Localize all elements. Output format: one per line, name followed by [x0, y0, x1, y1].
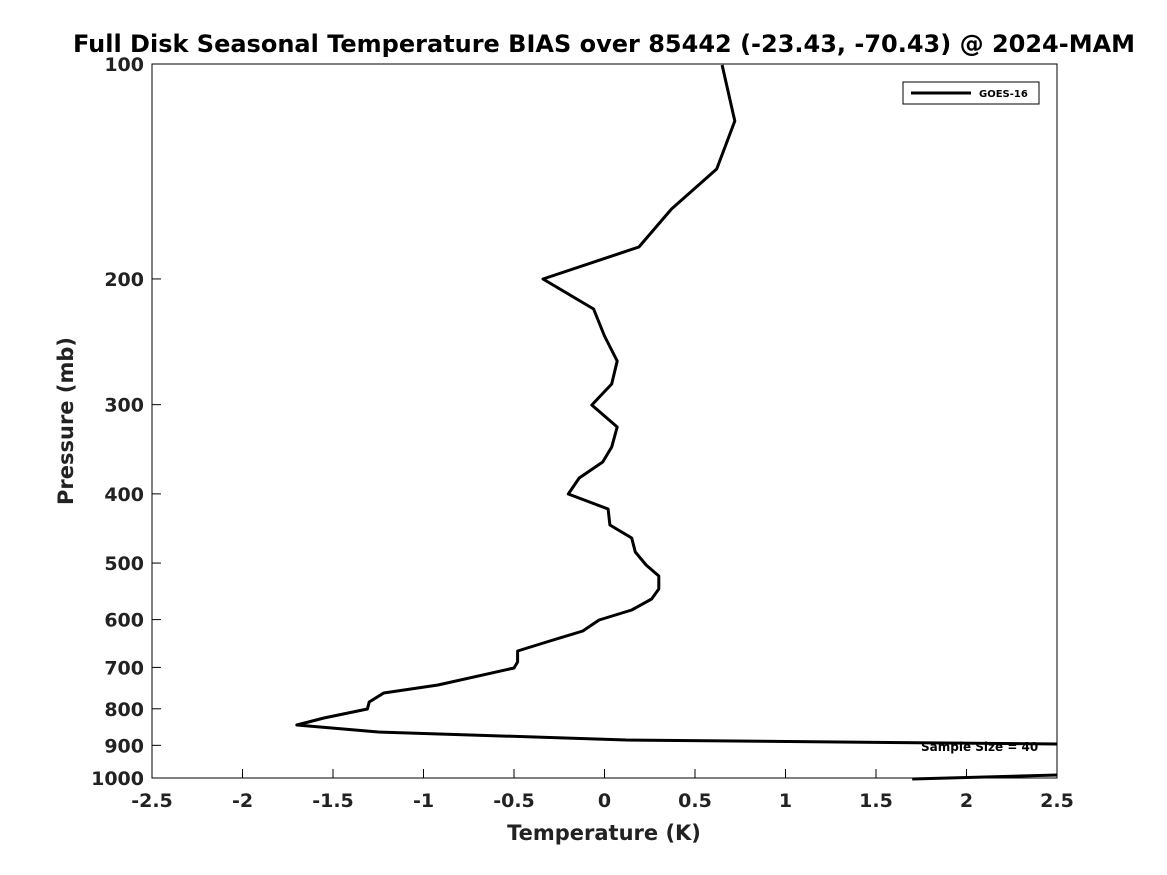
- legend-label-goes-16: GOES-16: [979, 89, 1028, 100]
- x-tick-label: -2: [232, 790, 253, 812]
- plot-frame: [151, 63, 1058, 779]
- x-tick-label: 2.5: [1040, 790, 1074, 812]
- y-tick-label: 600: [104, 610, 144, 632]
- series-group: [295, 64, 1058, 781]
- y-tick-label: 800: [104, 699, 144, 721]
- series-line-goes-16: [295, 64, 1058, 746]
- x-tick-label: -1.5: [312, 790, 354, 812]
- chart-title: Full Disk Seasonal Temperature BIAS over…: [73, 30, 1135, 58]
- x-tick-label: 1.5: [859, 790, 893, 812]
- x-axis-label: Temperature (K): [507, 821, 701, 845]
- x-tick-label: -0.5: [493, 790, 535, 812]
- y-tick-label: 100: [104, 54, 144, 76]
- y-tick-label: 1000: [91, 768, 144, 790]
- x-tick-label: 0.5: [678, 790, 712, 812]
- y-tick-label: 200: [104, 269, 144, 291]
- x-tick-label: 0: [598, 790, 611, 812]
- y-tick-label: 400: [104, 484, 144, 506]
- x-tick-label: 1: [779, 790, 792, 812]
- y-axis-label: Pressure (mb): [54, 337, 78, 505]
- y-tick-label: 300: [104, 395, 144, 417]
- y-axis: 100 200 300 400 500 600 700 800 900 1000: [91, 54, 161, 790]
- sample-size-annotation: Sample Size = 40: [921, 740, 1038, 754]
- legend: GOES-16: [902, 81, 1040, 105]
- y-tick-label: 500: [104, 553, 144, 575]
- plot-area: -2.5 -2 -1.5 -1 -0.5 0 0.5 1 1.5 2 2.5 100 200 300 40…: [91, 54, 1074, 812]
- x-tick-label: 2: [960, 790, 973, 812]
- y-tick-label: 700: [104, 657, 144, 679]
- y-tick-label: 900: [104, 735, 144, 757]
- x-tick-label: -1: [413, 790, 434, 812]
- x-axis: -2.5 -2 -1.5 -1 -0.5 0 0.5 1 1.5 2 2.5: [131, 769, 1074, 812]
- x-tick-label: -2.5: [131, 790, 173, 812]
- series-bottom-segment: [912, 773, 1058, 781]
